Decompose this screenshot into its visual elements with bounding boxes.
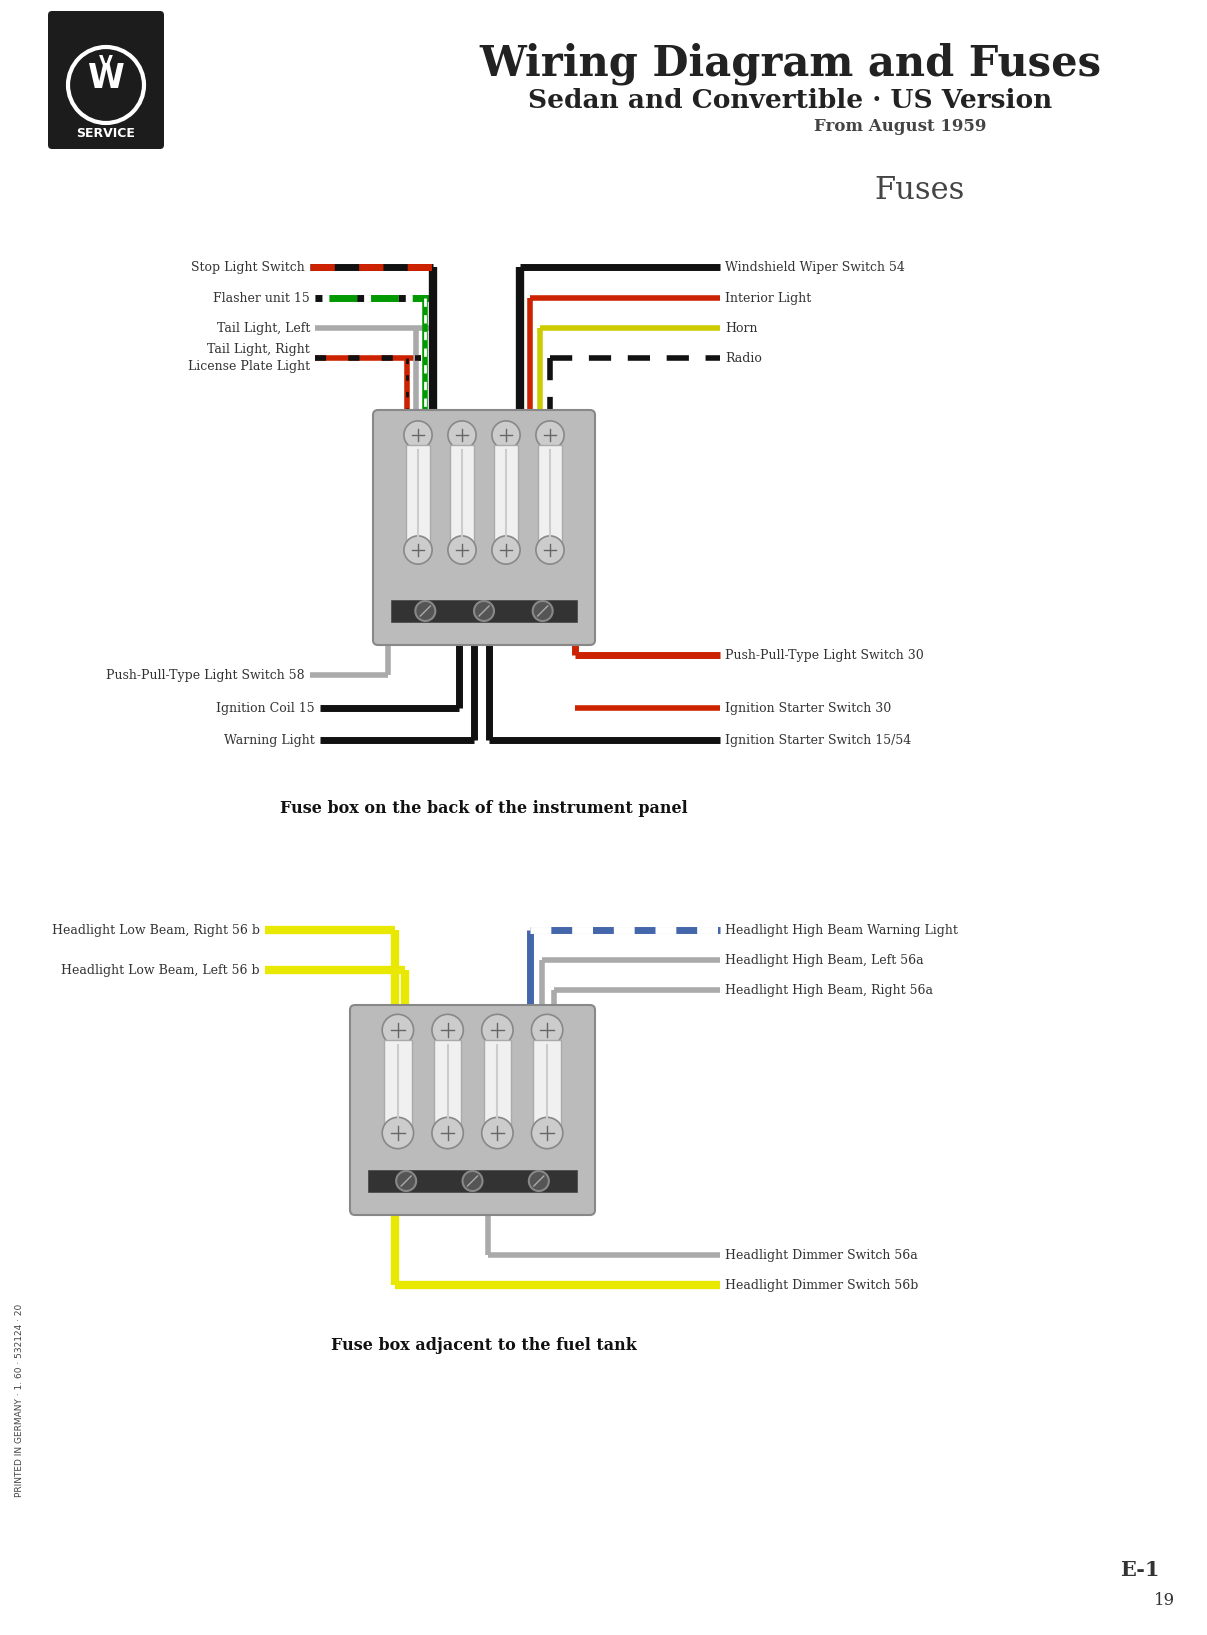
Text: SERVICE: SERVICE (76, 126, 135, 139)
Text: Headlight Dimmer Switch 56a: Headlight Dimmer Switch 56a (725, 1249, 917, 1262)
FancyBboxPatch shape (48, 11, 164, 149)
Text: Warning Light: Warning Light (225, 734, 315, 747)
Text: Tail Light, Right
License Plate Light: Tail Light, Right License Plate Light (188, 343, 310, 373)
Bar (368, 1171, 577, 1192)
Circle shape (383, 1014, 414, 1046)
Circle shape (531, 1014, 562, 1046)
Circle shape (531, 1117, 562, 1149)
Text: Fuse box on the back of the instrument panel: Fuse box on the back of the instrument p… (280, 800, 688, 816)
Bar (384, 1040, 412, 1131)
Text: Sedan and Convertible · US Version: Sedan and Convertible · US Version (527, 88, 1053, 113)
Circle shape (492, 536, 520, 564)
Bar (391, 600, 577, 621)
Bar (494, 445, 518, 548)
Bar (533, 1040, 561, 1131)
Circle shape (404, 420, 432, 450)
Circle shape (536, 536, 564, 564)
Text: Wiring Diagram and Fuses: Wiring Diagram and Fuses (479, 43, 1101, 85)
Circle shape (432, 1117, 463, 1149)
Text: Radio: Radio (725, 352, 762, 365)
Text: Ignition Starter Switch 30: Ignition Starter Switch 30 (725, 701, 891, 714)
Text: Headlight Low Beam, Right 56 b: Headlight Low Beam, Right 56 b (52, 924, 260, 937)
Circle shape (536, 420, 564, 450)
Circle shape (68, 47, 144, 123)
Text: W: W (88, 62, 124, 95)
Text: Fuse box adjacent to the fuel tank: Fuse box adjacent to the fuel tank (331, 1336, 637, 1354)
Text: From August 1959: From August 1959 (814, 118, 986, 136)
Circle shape (532, 602, 553, 621)
Circle shape (383, 1117, 414, 1149)
Text: Ignition Starter Switch 15/54: Ignition Starter Switch 15/54 (725, 734, 911, 747)
Bar (435, 1040, 461, 1131)
Text: Tail Light, Left: Tail Light, Left (216, 322, 310, 335)
Circle shape (432, 1014, 463, 1046)
Text: Fuses: Fuses (875, 175, 966, 206)
Text: Headlight High Beam, Right 56a: Headlight High Beam, Right 56a (725, 984, 933, 996)
Text: 19: 19 (1154, 1591, 1174, 1609)
Circle shape (448, 536, 476, 564)
Text: PRINTED IN GERMANY · 1. 60 · 532124 · 20: PRINTED IN GERMANY · 1. 60 · 532124 · 20 (16, 1303, 24, 1496)
Circle shape (482, 1014, 513, 1046)
Circle shape (474, 602, 494, 621)
Text: Headlight Dimmer Switch 56b: Headlight Dimmer Switch 56b (725, 1279, 919, 1292)
Text: Push-Pull-Type Light Switch 30: Push-Pull-Type Light Switch 30 (725, 649, 923, 662)
FancyBboxPatch shape (350, 1006, 595, 1215)
Circle shape (448, 420, 476, 450)
Text: V: V (99, 54, 113, 72)
Text: Horn: Horn (725, 322, 758, 335)
Bar (538, 445, 562, 548)
FancyBboxPatch shape (373, 410, 595, 644)
Text: Stop Light Switch: Stop Light Switch (191, 260, 305, 273)
Text: Headlight Low Beam, Left 56 b: Headlight Low Beam, Left 56 b (62, 963, 260, 976)
Circle shape (529, 1171, 549, 1190)
Bar (406, 445, 430, 548)
Text: Flasher unit 15: Flasher unit 15 (214, 291, 310, 304)
Circle shape (396, 1171, 416, 1190)
Text: Windshield Wiper Switch 54: Windshield Wiper Switch 54 (725, 260, 905, 273)
Text: Headlight High Beam Warning Light: Headlight High Beam Warning Light (725, 924, 958, 937)
Text: Headlight High Beam, Left 56a: Headlight High Beam, Left 56a (725, 953, 923, 966)
Text: Interior Light: Interior Light (725, 291, 811, 304)
Text: E-1: E-1 (1120, 1560, 1160, 1579)
Bar (450, 445, 474, 548)
Circle shape (415, 602, 436, 621)
Circle shape (492, 420, 520, 450)
Text: Push-Pull-Type Light Switch 58: Push-Pull-Type Light Switch 58 (106, 669, 305, 682)
Circle shape (462, 1171, 483, 1190)
Circle shape (482, 1117, 513, 1149)
Circle shape (404, 536, 432, 564)
Text: Ignition Coil 15: Ignition Coil 15 (216, 701, 315, 714)
Bar (484, 1040, 511, 1131)
